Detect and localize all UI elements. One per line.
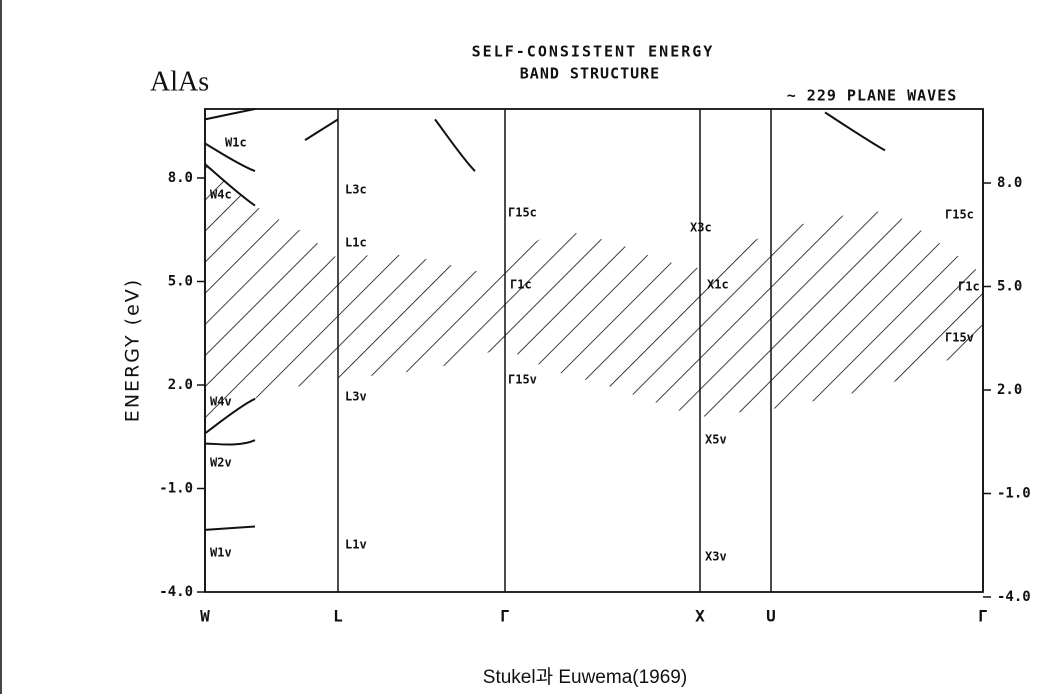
x-tick-label: U bbox=[766, 607, 776, 626]
point-label: X3c bbox=[690, 221, 712, 235]
point-label: W2v bbox=[210, 456, 232, 470]
band-line bbox=[204, 108, 256, 121]
point-label: L1c bbox=[345, 236, 367, 250]
point-label: L1v bbox=[345, 538, 367, 552]
point-label: W1c bbox=[225, 136, 247, 150]
band-line bbox=[204, 397, 256, 435]
x-tick-label: Γ bbox=[500, 607, 510, 626]
point-label: Γ1c bbox=[958, 280, 980, 294]
point-label: Γ15c bbox=[508, 206, 537, 220]
gap-hatch bbox=[205, 164, 983, 434]
band-line bbox=[204, 439, 256, 446]
y-tick-label: -4.0 bbox=[159, 584, 193, 600]
y-tick-label: -1.0 bbox=[159, 481, 193, 497]
x-tick-label: Γ bbox=[978, 607, 988, 626]
material: AlAs bbox=[150, 66, 209, 97]
point-label: W4c bbox=[210, 188, 232, 202]
band-line bbox=[824, 111, 886, 152]
y2-tick-label: 5.0 bbox=[997, 279, 1022, 295]
point-label: W1v bbox=[210, 546, 232, 560]
point-label: Γ15v bbox=[508, 373, 537, 387]
y2-tick-label: 2.0 bbox=[997, 382, 1022, 398]
band-line bbox=[204, 163, 256, 207]
chart-title: SELF-CONSISTENT ENERGY bbox=[472, 43, 715, 61]
band-line bbox=[304, 118, 339, 141]
chart-subtitle: BAND STRUCTURE bbox=[520, 65, 660, 83]
note: ~ 229 PLANE WAVES bbox=[787, 87, 958, 105]
point-label: W4v bbox=[210, 395, 232, 409]
y2-tick-label: 8.0 bbox=[997, 175, 1022, 191]
y2-tick-label: -1.0 bbox=[997, 486, 1031, 502]
point-label: X3v bbox=[705, 550, 727, 564]
x-tick-label: W bbox=[200, 607, 210, 626]
x-tick-label: X bbox=[695, 607, 705, 626]
point-label: Γ15v bbox=[945, 331, 974, 345]
y-tick-label: 8.0 bbox=[168, 170, 193, 186]
point-label: Γ15c bbox=[945, 208, 974, 222]
y-tick-label: 5.0 bbox=[168, 274, 193, 290]
point-label: Γ1c bbox=[510, 278, 532, 292]
y2-tick-label: -4.0 bbox=[997, 589, 1031, 605]
caption: Stukel과 Euwema(1969) bbox=[483, 666, 687, 688]
band-line bbox=[204, 142, 256, 173]
point-label: L3c bbox=[345, 183, 367, 197]
band-line bbox=[204, 525, 256, 531]
x-tick-label: L bbox=[333, 607, 343, 626]
point-label: X1c bbox=[707, 278, 729, 292]
point-label: X5v bbox=[705, 433, 727, 447]
point-label: L3v bbox=[345, 390, 367, 404]
band-line bbox=[434, 118, 476, 172]
y-axis-label: ENERGY (eV) bbox=[122, 278, 144, 422]
y-tick-label: 2.0 bbox=[168, 377, 193, 393]
